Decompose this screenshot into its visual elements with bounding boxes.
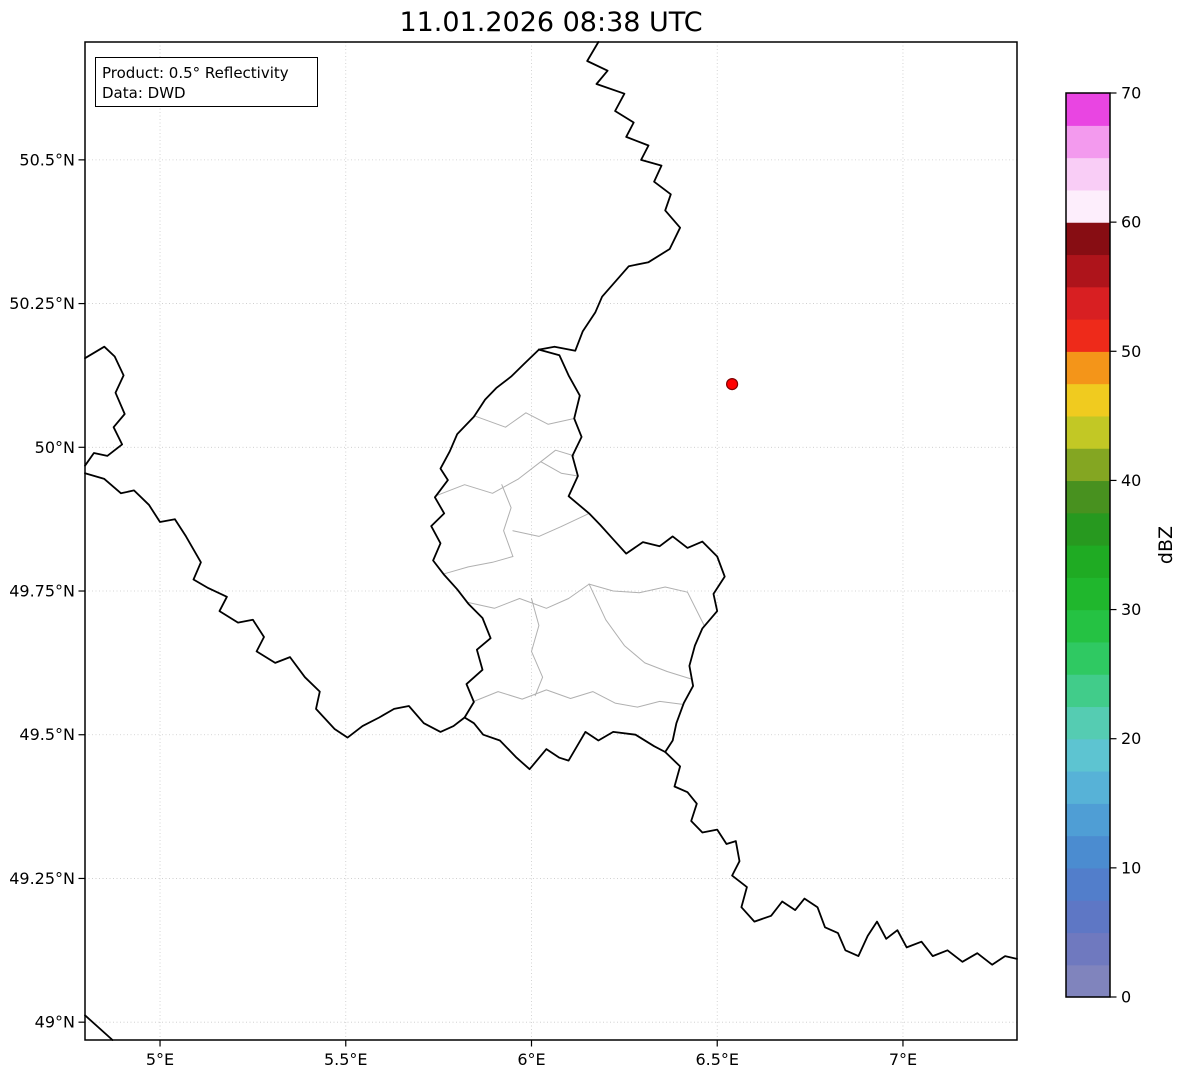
colorbar-segments xyxy=(1066,93,1110,998)
colorbar-tick-label: 50 xyxy=(1121,342,1141,361)
country-border-france-germany xyxy=(664,751,1018,966)
x-tick-label: 6.5°E xyxy=(695,1050,739,1069)
map-layers xyxy=(725,378,739,391)
colorbar-segment xyxy=(1066,286,1110,320)
colorbar-segment xyxy=(1066,641,1110,675)
radar-site-marker xyxy=(725,378,739,391)
y-tick-label: 49°N xyxy=(35,1013,75,1032)
annotation-source-line: Data: DWD xyxy=(102,84,186,102)
annotation-product-line: Product: 0.5° Reflectivity xyxy=(102,64,289,82)
colorbar-segment xyxy=(1066,771,1110,804)
annotation-box: Product: 0.5° Reflectivity Data: DWD xyxy=(95,57,318,107)
x-tick-label: 6°E xyxy=(517,1050,545,1069)
colorbar-segment xyxy=(1066,900,1110,934)
x-tick-label: 5.5°E xyxy=(324,1050,368,1069)
colorbar-segment xyxy=(1066,448,1110,482)
colorbar-tick-label: 30 xyxy=(1121,600,1141,619)
colorbar-tick-label: 0 xyxy=(1121,988,1131,1007)
colorbar-segment xyxy=(1066,319,1110,352)
y-tick-label: 50°N xyxy=(35,438,75,457)
colorbar-segment xyxy=(1066,480,1110,514)
canton-boundary xyxy=(540,449,575,463)
country-border-map-corner-segment xyxy=(84,1014,114,1041)
colorbar-segment xyxy=(1066,545,1110,578)
country-border-luxembourg xyxy=(430,348,726,771)
colorbar-segment xyxy=(1066,706,1110,740)
x-tick-label: 7°E xyxy=(889,1050,917,1069)
country-border-belgium-germany xyxy=(538,41,681,352)
country-borders xyxy=(84,41,1018,1041)
y-axis: 50.5°N 50.25°N 50°N 49.75°N 49.5°N 49.25°N 49°… xyxy=(9,150,85,1032)
colorbar-segment xyxy=(1066,577,1110,611)
canton-boundary xyxy=(473,689,683,708)
colorbar-segment xyxy=(1066,125,1110,159)
colorbar-segment xyxy=(1066,867,1110,901)
canton-boundary xyxy=(512,512,590,537)
map-plot: 5°E 5.5°E 6°E 6.5°E 7°E 50.5°N 50.25°N 50°N 49.… xyxy=(9,41,1018,1069)
colorbar-segment xyxy=(1066,512,1110,546)
canton-boundary xyxy=(588,583,692,680)
colorbar-segment xyxy=(1066,674,1110,708)
colorbar-tick-label: 10 xyxy=(1121,858,1141,877)
gridlines xyxy=(85,42,1017,1040)
colorbar-ticks: 0 10 20 30 40 50 60 70 xyxy=(1110,84,1141,1007)
colorbar-segment xyxy=(1066,254,1110,288)
colorbar-segment xyxy=(1066,222,1110,256)
colorbar-segment xyxy=(1066,189,1110,223)
colorbar-segment xyxy=(1066,964,1110,998)
canton-boundary xyxy=(588,583,705,626)
canton-boundary xyxy=(531,598,544,697)
plot-frame xyxy=(84,41,1018,1041)
canton-boundary xyxy=(501,484,514,557)
x-tick-label: 5°E xyxy=(146,1050,174,1069)
colorbar-segment xyxy=(1066,157,1110,191)
colorbar-segment xyxy=(1066,609,1110,643)
colorbar-segment xyxy=(1066,351,1110,385)
canton-boundary xyxy=(434,461,579,497)
y-tick-label: 49.75°N xyxy=(9,582,75,601)
country-border-belgium-france xyxy=(84,472,466,739)
colorbar: 0 10 20 30 40 50 60 70 dBZ xyxy=(1065,84,1177,1007)
colorbar-tick-label: 40 xyxy=(1121,471,1141,490)
colorbar-frame xyxy=(1065,92,1111,998)
colorbar-tick-label: 70 xyxy=(1121,84,1141,103)
figure-title: 11.01.2026 08:38 UTC xyxy=(399,7,702,38)
canton-boundary xyxy=(473,412,575,428)
colorbar-segment xyxy=(1066,415,1110,449)
y-tick-label: 49.25°N xyxy=(9,869,75,888)
colorbar-segment xyxy=(1066,93,1110,126)
y-tick-label: 50.5°N xyxy=(19,150,75,169)
colorbar-segment xyxy=(1066,835,1110,869)
canton-borders xyxy=(434,412,705,708)
colorbar-segment xyxy=(1066,383,1110,417)
colorbar-label: dBZ xyxy=(1155,526,1177,564)
annotation-frame xyxy=(95,57,318,107)
y-tick-label: 50.25°N xyxy=(9,294,75,313)
colorbar-tick-label: 20 xyxy=(1121,729,1141,748)
x-axis: 5°E 5.5°E 6°E 6.5°E 7°E xyxy=(146,1040,917,1069)
country-border-france-givet-salient xyxy=(84,345,126,467)
colorbar-segment xyxy=(1066,803,1110,837)
colorbar-segment xyxy=(1066,738,1110,772)
canton-boundary xyxy=(443,556,514,575)
colorbar-segment xyxy=(1066,932,1110,966)
y-tick-label: 49.5°N xyxy=(19,725,75,744)
colorbar-tick-label: 60 xyxy=(1121,213,1141,232)
